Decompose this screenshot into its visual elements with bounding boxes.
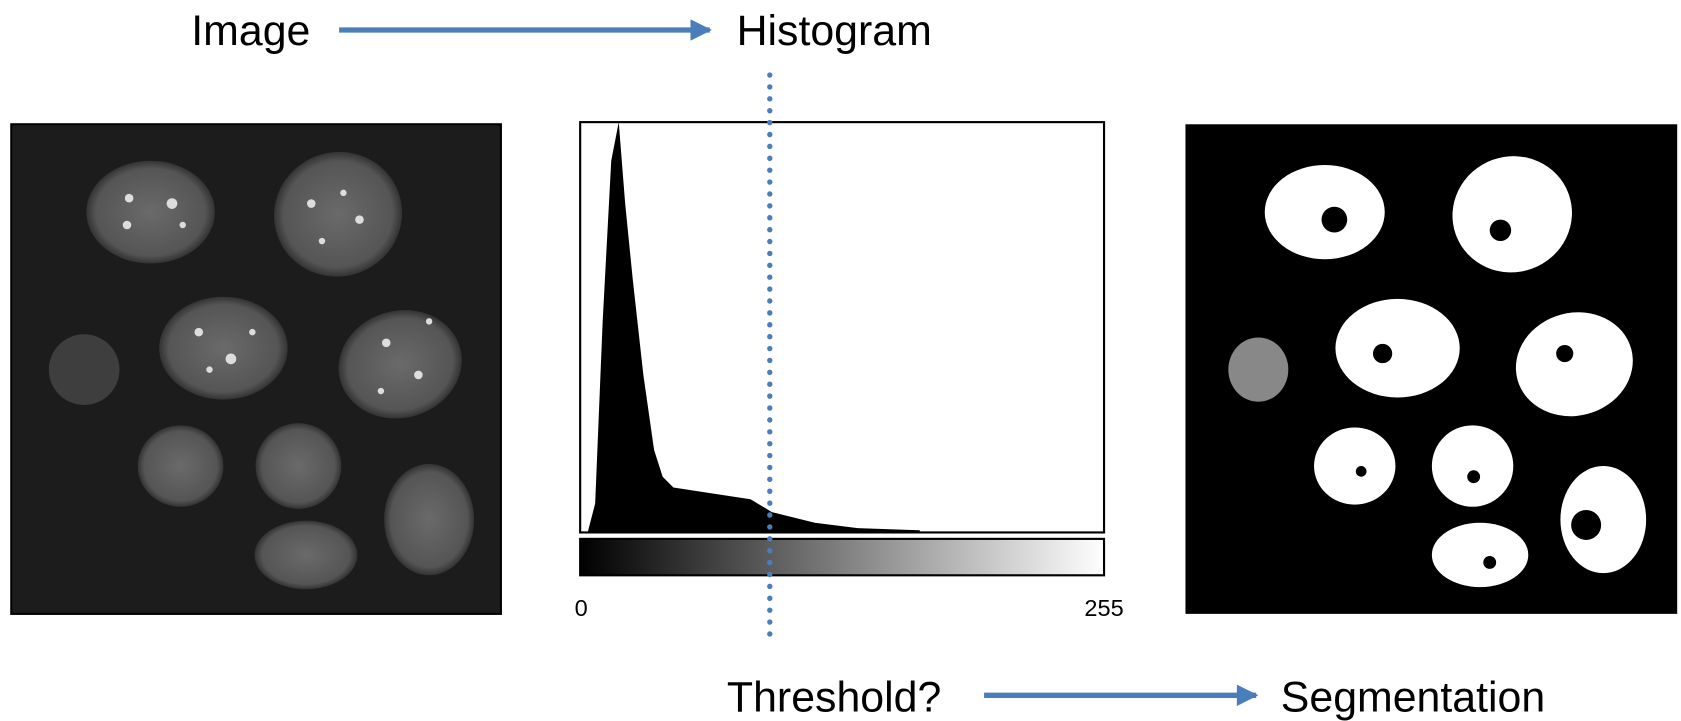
segmentation-label: Segmentation: [1281, 673, 1545, 721]
max-label: 255: [1084, 595, 1123, 621]
threshold-label: Threshold?: [727, 673, 941, 721]
image-label: Image: [191, 7, 310, 55]
min-label: 0: [575, 595, 588, 621]
source-image: [10, 123, 502, 615]
histogram-label: Histogram: [737, 7, 932, 55]
histogram: 0 255: [575, 121, 1124, 621]
segmentation-image: [1185, 124, 1678, 614]
